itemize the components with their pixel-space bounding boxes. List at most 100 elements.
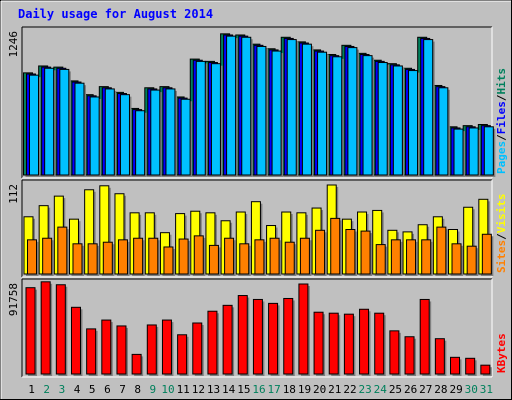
bar-kbytes-day-1 bbox=[25, 287, 36, 375]
bar-sites-day-2 bbox=[42, 237, 53, 275]
bar-pages-day-11 bbox=[180, 98, 191, 176]
bar-pages-day-5 bbox=[89, 96, 100, 176]
bar-pages-day-14 bbox=[226, 35, 237, 176]
x-tick-label-day-3: 3 bbox=[59, 383, 66, 396]
panel-visits-legend: Sites/Visits bbox=[495, 194, 508, 274]
bar-pages-day-20 bbox=[317, 51, 328, 176]
bar-pages-day-6 bbox=[104, 88, 115, 176]
x-tick-label-day-7: 7 bbox=[119, 383, 126, 396]
bar-sites-day-8 bbox=[133, 237, 144, 275]
bar-kbytes-day-23 bbox=[359, 308, 370, 375]
bar-sites-day-24 bbox=[375, 244, 386, 275]
bar-kbytes-day-18 bbox=[283, 297, 294, 375]
bar-pages-day-17 bbox=[271, 50, 282, 176]
bar-kbytes-day-9 bbox=[146, 324, 157, 375]
x-tick-label-day-19: 19 bbox=[298, 383, 311, 396]
bar-pages-day-23 bbox=[362, 55, 373, 176]
bar-kbytes-day-19 bbox=[298, 283, 309, 375]
x-tick-label-day-31: 31 bbox=[480, 383, 493, 396]
bar-kbytes-day-22 bbox=[343, 313, 354, 375]
bar-sites-day-6 bbox=[102, 241, 113, 275]
panel-hits-legend: Pages/Files/Hits bbox=[495, 68, 508, 174]
bar-kbytes-day-8 bbox=[131, 353, 142, 375]
bar-pages-day-2 bbox=[44, 67, 55, 176]
bar-kbytes-day-14 bbox=[222, 304, 233, 375]
x-tick-label-day-1: 1 bbox=[28, 383, 35, 396]
bar-kbytes-day-5 bbox=[86, 328, 97, 375]
bar-pages-day-9 bbox=[150, 89, 161, 176]
bar-kbytes-day-2 bbox=[40, 281, 51, 375]
x-tick-label-day-12: 12 bbox=[192, 383, 205, 396]
bar-pages-day-22 bbox=[347, 47, 358, 176]
bar-pages-day-18 bbox=[286, 39, 297, 176]
bar-sites-day-19 bbox=[299, 237, 310, 275]
panel-kbytes-legend-part-0: KBytes bbox=[495, 333, 508, 373]
bar-kbytes-day-30 bbox=[465, 357, 476, 375]
bar-sites-day-30 bbox=[466, 245, 477, 275]
bar-sites-day-5 bbox=[87, 243, 98, 275]
bar-kbytes-day-16 bbox=[252, 298, 263, 375]
x-tick-label-day-22: 22 bbox=[343, 383, 356, 396]
x-tick-label-day-10: 10 bbox=[161, 383, 174, 396]
bar-pages-day-7 bbox=[119, 94, 130, 176]
x-tick-label-day-18: 18 bbox=[283, 383, 296, 396]
bar-kbytes-day-28 bbox=[434, 338, 445, 375]
bar-pages-day-1 bbox=[29, 74, 39, 176]
bar-sites-day-20 bbox=[315, 229, 326, 275]
x-tick-label-day-24: 24 bbox=[374, 383, 388, 396]
bar-pages-day-21 bbox=[332, 56, 343, 176]
panel-visits-legend-part-2: Visits bbox=[495, 194, 508, 234]
bar-kbytes-day-20 bbox=[313, 311, 324, 375]
bar-kbytes-day-17 bbox=[268, 302, 279, 375]
bar-pages-day-3 bbox=[59, 68, 70, 176]
panel-hits-legend-part-2: Files bbox=[495, 101, 508, 134]
bar-sites-day-14 bbox=[224, 237, 235, 275]
x-tick-label-day-9: 9 bbox=[150, 383, 157, 396]
bar-pages-day-26 bbox=[408, 70, 419, 176]
bar-sites-day-27 bbox=[421, 239, 432, 275]
bar-sites-day-1 bbox=[27, 239, 37, 275]
bar-kbytes-day-29 bbox=[450, 356, 461, 375]
bar-sites-day-16 bbox=[254, 239, 265, 275]
x-tick-label-day-2: 2 bbox=[43, 383, 50, 396]
bar-sites-day-12 bbox=[193, 235, 204, 275]
x-tick-label-day-6: 6 bbox=[104, 383, 111, 396]
panel-visits-legend-part-0: Sites bbox=[495, 240, 508, 273]
bar-sites-day-29 bbox=[451, 243, 462, 275]
bar-kbytes-day-26 bbox=[404, 336, 415, 375]
x-tick-label-day-21: 21 bbox=[328, 383, 341, 396]
x-tick-label-day-30: 30 bbox=[465, 383, 478, 396]
bar-kbytes-day-7 bbox=[116, 325, 127, 375]
bar-pages-day-10 bbox=[165, 88, 176, 176]
x-tick-label-day-4: 4 bbox=[74, 383, 81, 396]
bar-kbytes-day-15 bbox=[237, 295, 248, 375]
panel-hits-legend-part-4: Hits bbox=[495, 68, 508, 95]
x-tick-label-day-11: 11 bbox=[177, 383, 190, 396]
x-tick-label-day-20: 20 bbox=[313, 383, 326, 396]
panel-kbytes-legend: KBytes bbox=[495, 333, 508, 373]
bar-kbytes-day-27 bbox=[419, 298, 430, 375]
bar-pages-day-19 bbox=[301, 43, 312, 176]
x-tick-label-day-23: 23 bbox=[359, 383, 372, 396]
bar-sites-day-28 bbox=[436, 226, 447, 275]
x-tick-label-day-25: 25 bbox=[389, 383, 402, 396]
bar-kbytes-day-13 bbox=[207, 310, 218, 375]
x-tick-label-day-14: 14 bbox=[222, 383, 236, 396]
bar-pages-day-24 bbox=[377, 62, 388, 176]
bar-sites-day-17 bbox=[269, 237, 280, 275]
bar-sites-day-25 bbox=[390, 239, 401, 275]
bar-sites-day-10 bbox=[163, 246, 174, 275]
panel-kbytes-ymax-label: 91758 bbox=[7, 283, 20, 316]
bar-sites-day-7 bbox=[117, 239, 128, 275]
bar-pages-day-31 bbox=[483, 126, 494, 176]
x-tick-label-day-26: 26 bbox=[404, 383, 417, 396]
bar-pages-day-27 bbox=[423, 39, 434, 176]
panel-hits-legend-part-1: / bbox=[495, 134, 508, 141]
bar-sites-day-21 bbox=[330, 217, 341, 275]
x-tick-label-day-17: 17 bbox=[268, 383, 281, 396]
bar-pages-day-12 bbox=[195, 60, 206, 176]
bar-pages-day-13 bbox=[210, 63, 221, 176]
bar-pages-day-29 bbox=[453, 128, 464, 176]
x-tick-label-day-13: 13 bbox=[207, 383, 220, 396]
